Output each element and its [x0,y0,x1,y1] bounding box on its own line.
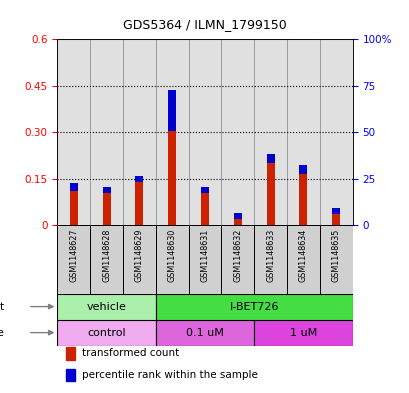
Bar [188,225,221,294]
Bar [155,225,188,294]
Bar [135,176,143,225]
Text: GDS5364 / ILMN_1799150: GDS5364 / ILMN_1799150 [123,18,286,31]
Bar [299,165,307,225]
Bar [90,225,123,294]
Bar [286,225,319,294]
Bar [66,369,75,381]
Bar [155,320,254,346]
Bar [102,187,110,193]
Bar [331,208,339,225]
Bar [168,90,176,131]
Bar [266,154,274,163]
Text: GSM1148635: GSM1148635 [331,229,340,282]
Bar [254,320,352,346]
Bar [319,225,352,294]
Text: GSM1148627: GSM1148627 [69,229,78,282]
Bar [254,225,286,294]
Text: GSM1148632: GSM1148632 [233,229,242,282]
Text: percentile rank within the sample: percentile rank within the sample [82,370,258,380]
Text: GSM1148633: GSM1148633 [265,229,274,282]
Text: GSM1148628: GSM1148628 [102,229,111,282]
Text: GSM1148630: GSM1148630 [167,229,176,282]
Bar [135,176,143,182]
Bar [221,225,254,294]
Text: vehicle: vehicle [86,301,126,312]
Text: 0.1 uM: 0.1 uM [186,328,223,338]
Bar [70,184,78,191]
Text: agent: agent [0,301,4,312]
Bar [66,347,75,360]
Text: dose: dose [0,328,4,338]
Bar [233,213,241,219]
Text: GSM1148629: GSM1148629 [135,229,144,282]
Bar [57,225,90,294]
Text: control: control [87,328,126,338]
Bar [70,184,78,225]
Text: transformed count: transformed count [82,349,179,358]
Text: GSM1148631: GSM1148631 [200,229,209,282]
Bar [168,90,176,225]
Bar [155,294,352,320]
Bar [123,225,155,294]
Bar [299,165,307,174]
Text: I-BET726: I-BET726 [229,301,278,312]
Bar [266,154,274,225]
Text: 1 uM: 1 uM [289,328,316,338]
Bar [102,187,110,225]
Text: GSM1148634: GSM1148634 [298,229,307,282]
Bar [200,187,209,225]
Bar [331,208,339,214]
Bar [57,294,155,320]
Bar [200,187,209,193]
Bar [57,320,155,346]
Bar [233,213,241,225]
